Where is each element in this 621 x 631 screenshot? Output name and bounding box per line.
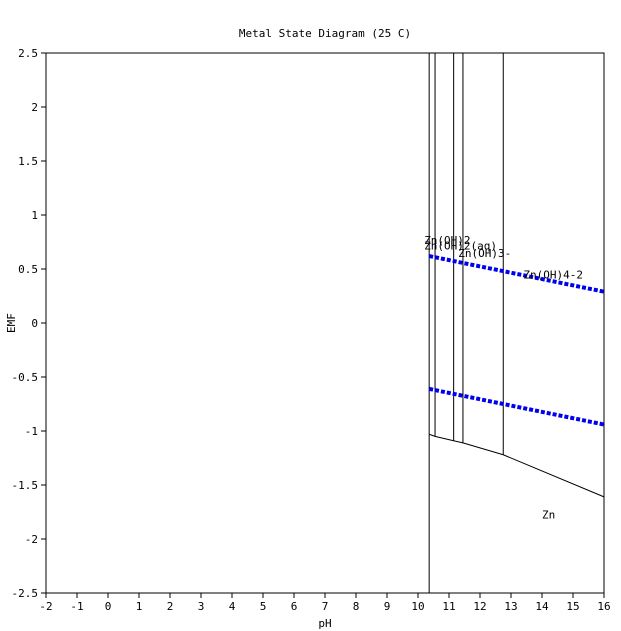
x-tick-label: 4 (229, 600, 236, 613)
y-tick-label: -1 (25, 425, 38, 438)
boundary-line (428, 433, 605, 498)
x-axis-label: pH (318, 617, 331, 630)
phase-boundaries (428, 53, 605, 593)
water-stability-line (428, 386, 605, 427)
region-label: Zn(OH)2(aq) (424, 240, 497, 253)
y-axis-label: EMF (5, 313, 18, 333)
y-tick-label: 0.5 (18, 263, 38, 276)
x-tick-label: 7 (322, 600, 329, 613)
x-tick-label: 3 (198, 600, 205, 613)
y-tick-label: 0 (31, 317, 38, 330)
x-tick-label: 10 (411, 600, 424, 613)
x-tick-label: 6 (291, 600, 298, 613)
y-tick-label: -2 (25, 533, 38, 546)
x-tick-label: 8 (353, 600, 360, 613)
x-tick-label: 0 (105, 600, 112, 613)
y-tick-label: -0.5 (12, 371, 39, 384)
x-tick-label: 12 (473, 600, 486, 613)
y-tick-label: 2.5 (18, 47, 38, 60)
y-tick-label: -1.5 (12, 479, 39, 492)
plot-area (45, 52, 605, 594)
x-tick-label: 16 (597, 600, 610, 613)
y-tick-label: 1 (31, 209, 38, 222)
x-tick-label: -2 (39, 600, 52, 613)
region-label: Zn(OH)3- (458, 247, 511, 260)
x-tick-label: 1 (136, 600, 143, 613)
x-tick-label: 13 (504, 600, 517, 613)
x-tick-label: 9 (384, 600, 391, 613)
x-tick-label: 2 (167, 600, 174, 613)
region-label: Zn(OH)2 (424, 234, 470, 247)
x-tick-label: 15 (566, 600, 579, 613)
plot-frame (45, 52, 605, 594)
y-tick-label: 1.5 (18, 155, 38, 168)
x-tick-label: 5 (260, 600, 267, 613)
y-axis-ticks: 2.5 2 1.5 1 0.5 0 -0.5 -1 -1.5 -2 -2.5 (12, 47, 46, 600)
region-labels: Zn(OH)2Zn(OH)2(aq)Zn(OH)3- Zn(OH)4-2 Zn (424, 234, 583, 521)
x-tick-label: 14 (535, 600, 549, 613)
region-label: Zn(OH)4-2 (523, 269, 583, 282)
chart-title: Metal State Diagram (25 C) (239, 27, 411, 40)
y-tick-label: -2.5 (12, 587, 39, 600)
region-label: Zn (542, 508, 555, 521)
x-tick-label: -1 (70, 600, 83, 613)
x-tick-label: 11 (442, 600, 455, 613)
x-axis-ticks: -2 -1 0 1 2 3 4 5 6 7 8 9 10 11 12 13 14 15 16 (39, 593, 611, 613)
y-tick-label: 2 (31, 101, 38, 114)
